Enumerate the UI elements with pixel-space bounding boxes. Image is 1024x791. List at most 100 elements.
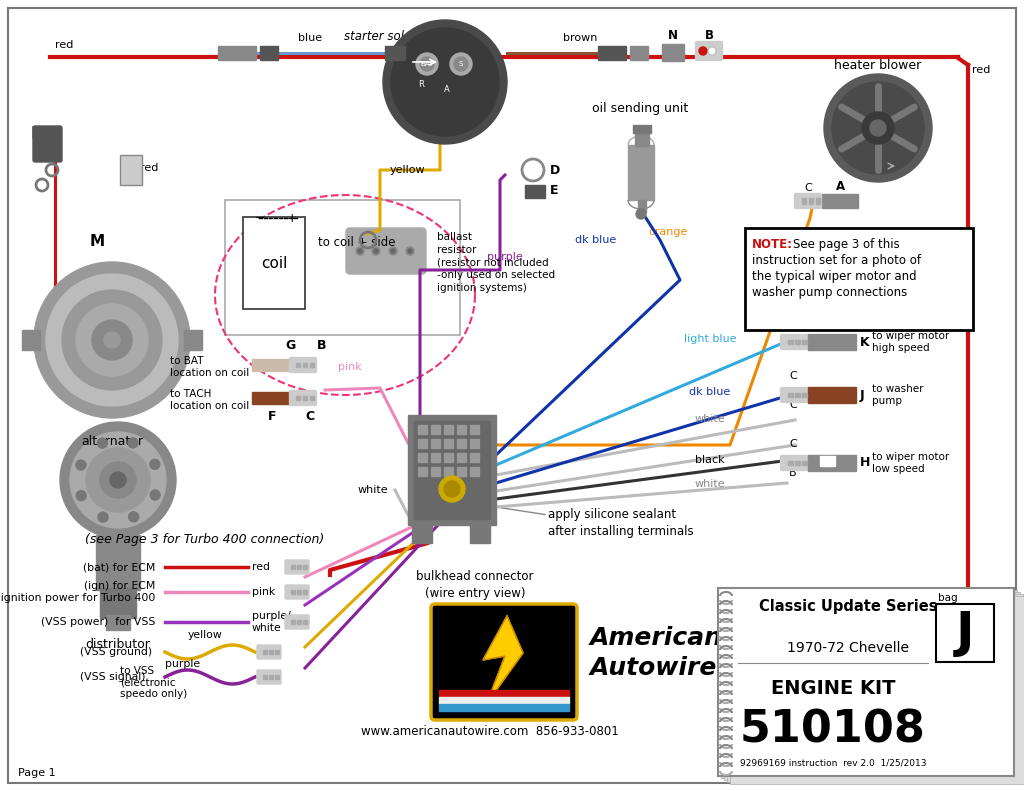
Bar (385, 46, 406, 60)
Text: NOTE:: NOTE: (752, 238, 793, 251)
Text: alternator: alternator (81, 435, 143, 448)
FancyBboxPatch shape (33, 126, 62, 162)
Bar (630, 46, 648, 60)
Text: K: K (860, 335, 869, 349)
Text: red: red (55, 40, 74, 50)
Bar (633, 125, 651, 133)
Circle shape (129, 512, 138, 522)
Bar (802, 198, 806, 204)
Text: B: B (705, 29, 714, 42)
Bar (802, 393, 807, 397)
Circle shape (450, 53, 472, 75)
Text: A: A (444, 85, 450, 94)
Bar (457, 439, 466, 448)
Text: to VSS
(electronic
speedo only): to VSS (electronic speedo only) (120, 666, 187, 699)
Circle shape (439, 476, 465, 502)
Bar (252, 392, 290, 404)
Text: BAT: BAT (421, 61, 433, 67)
Bar (809, 198, 813, 204)
Circle shape (420, 57, 434, 71)
Text: G: G (285, 339, 295, 352)
Bar (808, 455, 856, 471)
Bar (296, 363, 300, 367)
FancyBboxPatch shape (695, 41, 723, 60)
Bar (297, 620, 301, 624)
Bar (431, 439, 440, 448)
Text: ballast
resistor
(resistor not included
-only used on selected
ignition systems): ballast resistor (resistor not included … (437, 232, 555, 293)
Bar (418, 439, 427, 448)
Circle shape (824, 74, 932, 182)
Text: orange: orange (648, 227, 687, 237)
Bar (820, 456, 835, 466)
Text: red: red (972, 65, 990, 75)
Bar (303, 620, 307, 624)
Bar (303, 363, 307, 367)
Circle shape (151, 490, 160, 500)
Bar (788, 340, 793, 344)
Bar (745, 228, 973, 330)
Circle shape (34, 262, 190, 418)
FancyBboxPatch shape (290, 358, 316, 373)
Bar (120, 155, 142, 185)
Circle shape (60, 422, 176, 538)
Bar (457, 453, 466, 462)
Bar (457, 425, 466, 434)
Circle shape (862, 112, 894, 144)
Circle shape (708, 47, 716, 55)
Text: purple/
white: purple/ white (252, 611, 291, 633)
Text: C: C (804, 183, 812, 193)
Text: H: H (860, 456, 870, 470)
Text: the typical wiper motor and: the typical wiper motor and (752, 270, 916, 283)
Text: pink: pink (338, 362, 361, 372)
Circle shape (128, 438, 138, 448)
Text: red: red (140, 163, 159, 173)
Bar (414, 421, 490, 519)
Circle shape (76, 304, 148, 376)
Bar (275, 650, 279, 654)
Circle shape (406, 247, 414, 255)
Circle shape (636, 209, 646, 219)
Bar (275, 675, 279, 679)
Text: C: C (790, 439, 797, 449)
Text: white: white (694, 414, 725, 424)
Text: +: + (287, 212, 297, 225)
Circle shape (358, 249, 362, 253)
Text: blue: blue (298, 33, 323, 43)
Bar (635, 130, 649, 146)
Bar (816, 198, 820, 204)
Bar (310, 363, 314, 367)
Text: starter solenoid: starter solenoid (344, 30, 436, 43)
Text: to wiper motor
low speed: to wiper motor low speed (872, 452, 949, 474)
Bar (431, 425, 440, 434)
Text: to washer
pump: to washer pump (872, 384, 924, 406)
Text: (see Page 3 for Turbo 400 connection): (see Page 3 for Turbo 400 connection) (85, 533, 325, 546)
Circle shape (416, 53, 438, 75)
Bar (263, 650, 267, 654)
Text: dk blue: dk blue (575, 235, 616, 245)
Bar (470, 467, 479, 476)
FancyBboxPatch shape (431, 604, 577, 720)
Bar (788, 461, 793, 465)
Bar (808, 387, 856, 403)
Bar (96, 535, 140, 590)
Circle shape (699, 47, 707, 55)
Text: to coil + side: to coil + side (318, 237, 395, 249)
Text: F: F (267, 410, 276, 423)
Text: instruction set for a photo of: instruction set for a photo of (752, 254, 921, 267)
Circle shape (356, 247, 364, 255)
Bar (260, 46, 278, 60)
Text: to wiper motor
high speed: to wiper motor high speed (872, 331, 949, 353)
Text: C: C (790, 371, 797, 381)
Text: purple: purple (165, 659, 200, 669)
FancyBboxPatch shape (285, 615, 309, 629)
Bar (727, 594, 1023, 782)
Text: Autowire: Autowire (590, 656, 718, 680)
FancyBboxPatch shape (780, 456, 809, 471)
Bar (444, 425, 453, 434)
Circle shape (374, 249, 378, 253)
Text: A: A (836, 180, 845, 193)
Bar (662, 44, 684, 61)
Text: bulkhead connector
(wire entry view): bulkhead connector (wire entry view) (416, 570, 534, 600)
Circle shape (46, 274, 178, 406)
Text: washer pump connections: washer pump connections (752, 286, 907, 299)
